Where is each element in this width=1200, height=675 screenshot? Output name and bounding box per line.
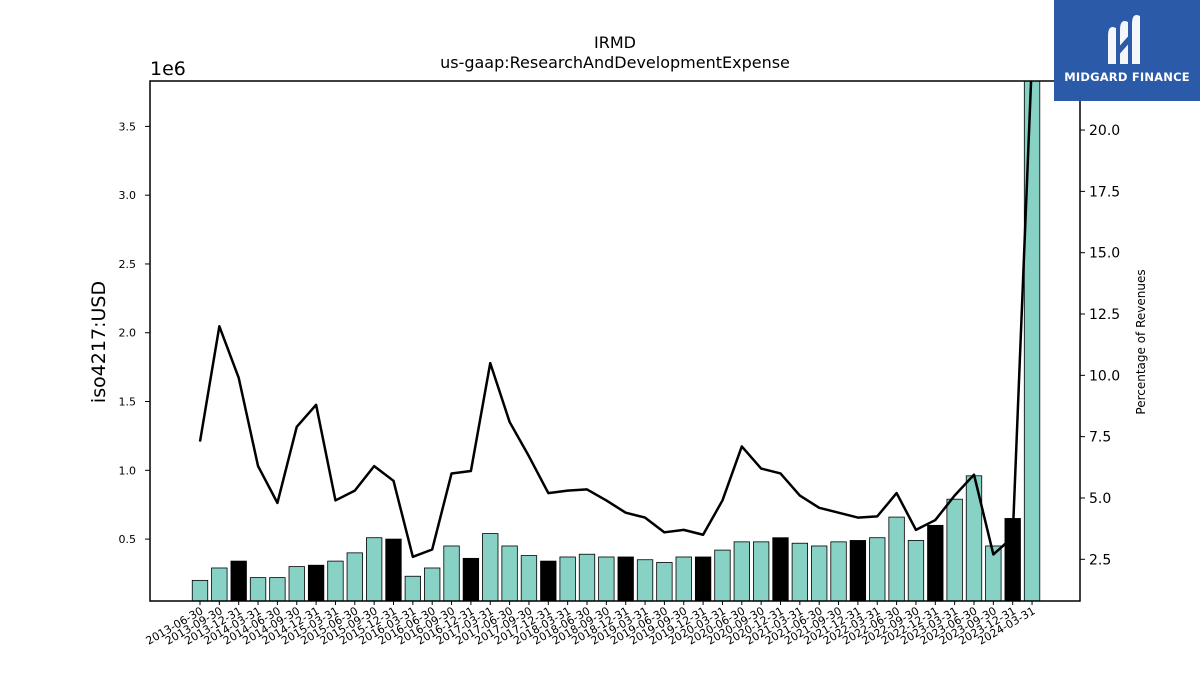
y2-ticks: 2.5 5.0 7.5 10.0 12.5 15.0 17.5 20.0 — [1080, 123, 1120, 568]
bar-2018-03-31 — [559, 556, 576, 602]
logo-text: MIDGARD FINANCE — [1064, 70, 1190, 84]
bar-2015-06-30 — [346, 552, 363, 602]
y-tick-label: 2.0 — [119, 327, 137, 340]
y2-tick-label: 20.0 — [1089, 123, 1120, 139]
bar-2014-09-30 — [288, 566, 305, 602]
bar-2017-09-30 — [520, 555, 538, 602]
bar-2015-09-30 — [365, 537, 383, 602]
bar-2019-12-31 — [694, 556, 712, 602]
bar-2021-03-31 — [791, 542, 808, 602]
bar-2019-06-30 — [656, 562, 673, 602]
chart-title: IRMD — [594, 33, 636, 52]
y2-axis-label: Percentage of Revenues — [1134, 269, 1148, 414]
bar-2022-03-31 — [869, 537, 886, 602]
y-tick-label: 1.5 — [119, 396, 137, 409]
y2-tick-label: 15.0 — [1089, 246, 1120, 262]
bar-2016-03-31 — [404, 575, 422, 602]
bar-2022-09-30 — [907, 540, 925, 602]
bar-2020-06-30 — [733, 541, 750, 602]
bar-2015-12-31 — [385, 538, 402, 602]
bar-2016-06-30 — [424, 567, 441, 602]
bar-2019-03-31 — [636, 559, 654, 602]
percentage-line — [198, 81, 1033, 559]
bar-2021-12-31 — [849, 540, 867, 602]
bar-2014-06-30 — [269, 577, 286, 602]
bar-2013-12-31 — [230, 560, 247, 602]
bar-2014-12-31 — [307, 564, 325, 602]
y-multiplier-label: 1e6 — [150, 58, 186, 80]
bar-2016-09-30 — [443, 545, 460, 602]
bar-2022-06-30 — [888, 516, 905, 602]
y-tick-label: 1.0 — [119, 464, 137, 477]
bars-group — [191, 80, 1041, 602]
y2-tick-label: 2.5 — [1089, 552, 1111, 568]
y2-tick-label: 10.0 — [1089, 368, 1120, 384]
bar-2015-03-31 — [327, 560, 344, 602]
line-group — [198, 81, 1033, 559]
y-tick-label: 3.5 — [119, 120, 137, 133]
y-ticks: 0.5 1.0 1.5 2.0 2.5 3.0 3.5 — [119, 120, 150, 546]
y2-tick-label: 17.5 — [1089, 184, 1120, 200]
bar-2018-06-30 — [578, 553, 596, 602]
bar-2016-12-31 — [462, 557, 480, 602]
y-tick-label: 2.5 — [119, 258, 137, 271]
bar-2022-12-31 — [927, 524, 944, 602]
bar-2017-12-31 — [540, 560, 557, 602]
bar-2018-09-30 — [598, 556, 615, 602]
bar-2014-03-31 — [249, 577, 267, 602]
bar-2019-09-30 — [675, 556, 692, 602]
y2-tick-label: 12.5 — [1089, 307, 1120, 323]
bar-2013-06-30 — [191, 579, 209, 602]
bar-2024-03-31 — [1023, 80, 1041, 602]
y-tick-label: 0.5 — [119, 533, 137, 546]
bar-2020-12-31 — [772, 537, 789, 602]
y-axis-label: iso4217:USD — [88, 281, 110, 403]
bar-2021-06-30 — [811, 545, 828, 602]
bar-2020-09-30 — [753, 541, 770, 602]
plot-frame — [149, 80, 1081, 602]
bar-2021-09-30 — [830, 541, 847, 602]
bar-2013-09-30 — [211, 567, 228, 602]
y-tick-label: 3.0 — [119, 189, 137, 202]
bar-2018-12-31 — [617, 556, 634, 602]
bar-2017-03-31 — [482, 533, 499, 602]
midgard-finance-logo: MIDGARD FINANCE — [1054, 0, 1200, 101]
bar-2023-03-31 — [946, 498, 963, 602]
midgard-logo-icon — [1108, 15, 1140, 64]
bar-2017-06-30 — [501, 545, 518, 602]
x-ticks: 2013-06-302013-09-302013-12-312014-03-31… — [144, 601, 1038, 648]
y2-tick-label: 5.0 — [1089, 491, 1111, 507]
y2-tick-label: 7.5 — [1089, 430, 1111, 446]
chart-subtitle: us-gaap:ResearchAndDevelopmentExpense — [440, 53, 790, 72]
bar-2020-03-31 — [714, 549, 731, 602]
